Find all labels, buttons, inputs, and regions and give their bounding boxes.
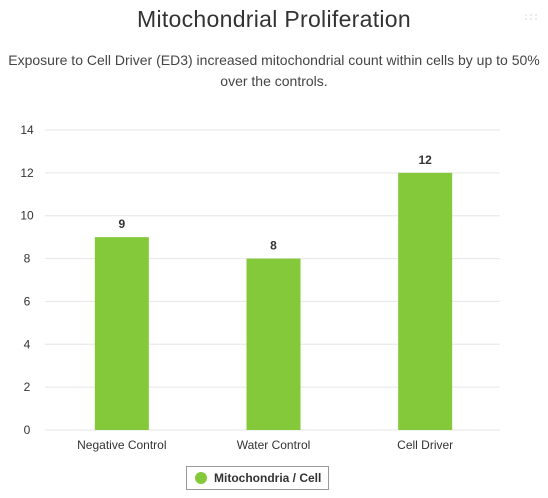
bar-water-control [246,258,301,430]
x-tick-label: Negative Control [77,438,166,452]
legend-label: Mitochondria / Cell [214,471,322,485]
y-tick-label: 12 [20,166,34,180]
data-label: 9 [118,217,125,231]
x-tick-label: Cell Driver [397,438,453,452]
bars [94,172,453,430]
chart-title: Mitochondrial Proliferation [136,6,411,32]
chart-menu-icon[interactable] [525,14,537,24]
bar-cell-driver [398,172,453,430]
legend[interactable]: Mitochondria / Cell [186,466,329,490]
legend-swatch [195,472,207,484]
bar-negative-control [94,237,149,430]
chart-subtitle-line-2: over the controls. [220,73,328,89]
data-labels: 9 8 12 [118,153,432,253]
y-tick-label: 8 [24,252,31,266]
y-tick-label: 0 [24,423,31,437]
x-tick-label: Water Control [237,438,311,452]
chart-subtitle: Exposure to Cell Driver (ED3) increased … [0,50,548,92]
y-tick-label: 10 [20,209,34,223]
y-tick-label: 6 [24,294,31,308]
y-tick-label: 2 [24,380,31,394]
chart-subtitle-line-1: Exposure to Cell Driver (ED3) increased … [8,52,540,68]
data-label: 8 [270,239,277,253]
y-tick-label: 14 [20,123,34,137]
x-axis-tick-labels: Negative Control Water Control Cell Driver [77,438,453,452]
data-label: 12 [418,153,432,167]
y-tick-label: 4 [24,337,31,351]
y-axis-tick-labels: 0 2 4 6 8 10 12 14 [20,123,34,437]
